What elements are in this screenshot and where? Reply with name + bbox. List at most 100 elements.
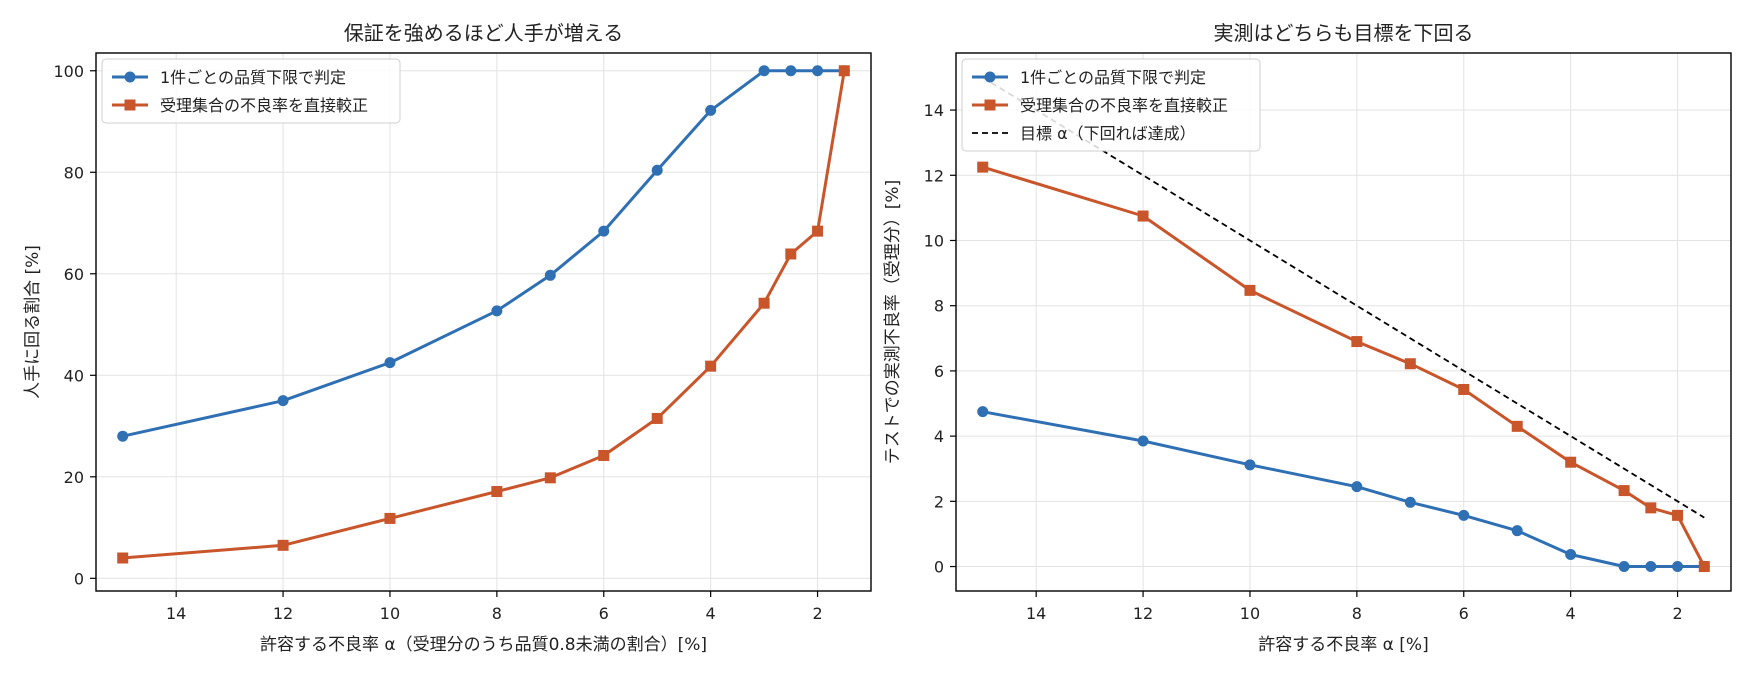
data-point-square	[838, 65, 850, 77]
x-tick-label: 14	[1026, 604, 1046, 623]
data-point-circle	[1458, 509, 1470, 521]
data-point-circle	[785, 65, 797, 77]
data-point-square	[651, 412, 663, 424]
y-tick-label: 4	[934, 427, 944, 446]
y-tick-label: 0	[74, 569, 84, 588]
legend-label-1: 受理集合の不良率を直接較正	[1020, 96, 1228, 115]
x-tick-label: 8	[1352, 604, 1362, 623]
x-tick-label: 6	[1459, 604, 1469, 623]
y-tick-label: 8	[934, 297, 944, 316]
x-tick-label: 4	[1566, 604, 1576, 623]
series-line-0	[982, 410, 1705, 568]
x-tick-label: 2	[1672, 604, 1682, 623]
x-tick-label: 12	[273, 604, 293, 623]
data-point-circle	[491, 305, 503, 317]
data-point-square	[785, 248, 797, 260]
x-tick-label: 12	[1133, 604, 1153, 623]
data-point-square	[705, 360, 717, 372]
legend-label-1: 受理集合の不良率を直接較正	[160, 96, 368, 115]
x-axis-label: 許容する不良率 α [%]	[1258, 635, 1428, 655]
legend-marker-square	[124, 99, 136, 111]
data-point-square	[1618, 485, 1630, 497]
data-point-square	[977, 161, 989, 173]
data-point-circle	[651, 164, 663, 176]
data-point-circle	[1137, 435, 1149, 447]
data-point-circle	[544, 269, 556, 281]
legend-label-2: 目標 α（下回れば達成）	[1020, 124, 1196, 143]
data-point-square	[544, 472, 556, 484]
y-tick-label: 2	[934, 492, 944, 511]
axes-frame	[95, 52, 872, 592]
data-point-circle	[977, 406, 989, 418]
data-point-square	[1458, 383, 1470, 395]
y-tick-label: 14	[924, 101, 944, 120]
x-axis-label: 許容する不良率 α（受理分のうち品質0.8未満の割合）[%]	[260, 635, 707, 655]
chart-title: 保証を強めるほど人手が増える	[344, 21, 623, 45]
series-line-0	[122, 69, 845, 438]
x-tick-label: 8	[492, 604, 502, 623]
legend-marker-square	[984, 99, 996, 111]
y-axis-label: テストでの実測不良率（受理分）[%]	[883, 180, 903, 464]
data-point-circle	[1404, 496, 1416, 508]
x-tick-label: 14	[166, 604, 186, 623]
y-tick-label: 60	[64, 265, 84, 284]
data-point-square	[1351, 336, 1363, 348]
data-point-circle	[1618, 561, 1630, 573]
y-tick-label: 80	[64, 163, 84, 182]
y-tick-label: 20	[64, 468, 84, 487]
x-tick-label: 10	[380, 604, 400, 623]
y-axis-label: 人手に回る割合 [%]	[23, 245, 43, 399]
right-chart-panel: 14 12 10 8 6 4 2 0 2 4 6 8 10 12 14 実測はどちらも目標を下回る許容する不良…	[883, 21, 1732, 655]
legend-box	[101, 58, 401, 124]
y-tick-label: 100	[53, 62, 84, 81]
legend-marker-circle	[124, 71, 136, 83]
series-line-1	[122, 70, 846, 560]
data-point-square	[812, 225, 824, 237]
data-point-circle	[1672, 561, 1684, 573]
left-chart-panel: 14 12 10 8 6 4 2020406080100保証を強めるほど人手が増える許容する…	[23, 21, 872, 655]
data-point-square	[1511, 420, 1523, 432]
data-point-square	[758, 297, 770, 309]
data-point-square	[1645, 502, 1657, 514]
data-point-circle	[598, 225, 610, 237]
legend-box	[961, 58, 1261, 152]
axes-frame	[955, 52, 1732, 592]
data-point-square	[384, 512, 396, 524]
data-point-circle	[758, 65, 770, 77]
x-tick-label: 10	[1240, 604, 1260, 623]
data-point-circle	[1645, 561, 1657, 573]
data-point-circle	[1565, 548, 1577, 560]
data-point-square	[1404, 358, 1416, 370]
data-point-square	[1244, 284, 1256, 296]
data-point-circle	[705, 104, 717, 116]
series-line-1	[982, 165, 1706, 568]
y-tick-label: 12	[924, 166, 944, 185]
y-tick-label: 0	[934, 558, 944, 577]
x-tick-label: 6	[599, 604, 609, 623]
legend-label-0: 1件ごとの品質下限で判定	[160, 68, 346, 87]
data-point-square	[1137, 210, 1149, 222]
data-point-square	[277, 539, 289, 551]
data-point-square	[598, 449, 610, 461]
data-point-circle	[1351, 481, 1363, 493]
data-point-circle	[1511, 525, 1523, 537]
legend-marker-circle	[984, 71, 996, 83]
y-tick-label: 6	[934, 362, 944, 381]
chart-title: 実測はどちらも目標を下回る	[1214, 21, 1474, 45]
data-point-square	[117, 552, 129, 564]
data-point-square	[491, 486, 503, 498]
data-point-square	[1672, 509, 1684, 521]
data-point-circle	[117, 430, 129, 442]
y-tick-label: 40	[64, 366, 84, 385]
x-tick-label: 4	[706, 604, 716, 623]
series-line-2	[982, 76, 1705, 519]
data-point-circle	[384, 357, 396, 369]
x-tick-label: 2	[812, 604, 822, 623]
data-point-circle	[812, 65, 824, 77]
data-point-circle	[1244, 459, 1256, 471]
data-point-circle	[277, 395, 289, 407]
legend-label-0: 1件ごとの品質下限で判定	[1020, 68, 1206, 87]
data-point-square	[1698, 561, 1710, 573]
